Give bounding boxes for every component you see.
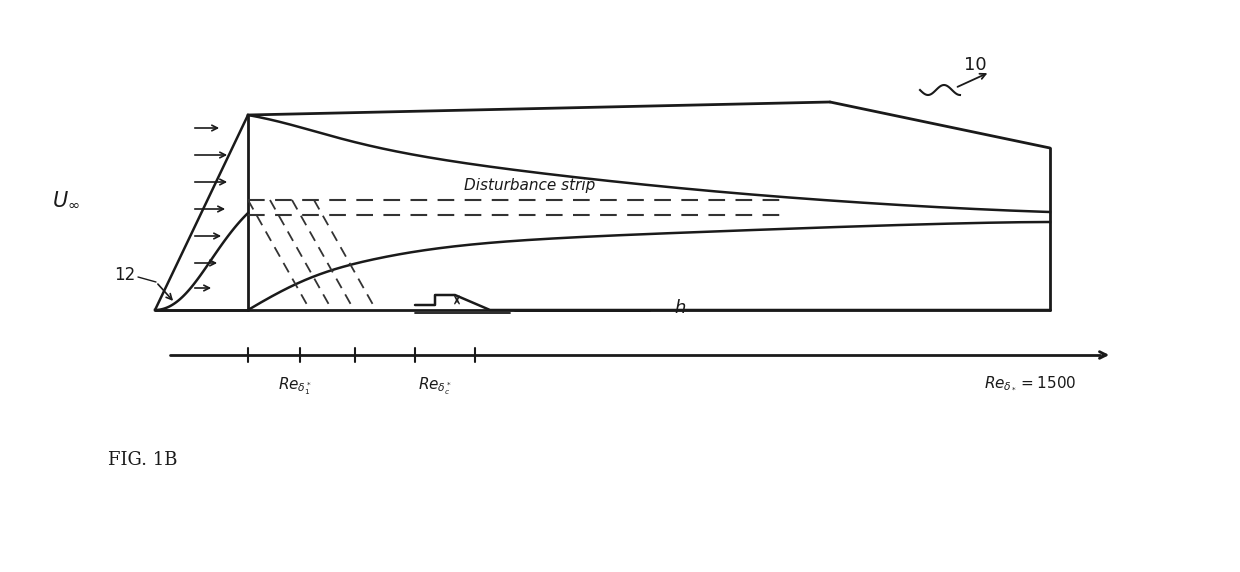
Text: 10: 10: [963, 56, 986, 74]
Text: Disturbance strip: Disturbance strip: [464, 178, 595, 193]
Text: 12: 12: [114, 266, 135, 284]
Text: $U_{\infty}$: $U_{\infty}$: [52, 190, 81, 210]
Text: $Re_{\delta^*_1}$: $Re_{\delta^*_1}$: [278, 375, 312, 397]
Text: $h$: $h$: [673, 299, 686, 317]
Text: FIG. 1B: FIG. 1B: [108, 451, 177, 469]
Text: $Re_{\delta_*} = 1500$: $Re_{\delta_*} = 1500$: [983, 375, 1076, 392]
Text: $Re_{\delta^*_c}$: $Re_{\delta^*_c}$: [418, 375, 453, 397]
